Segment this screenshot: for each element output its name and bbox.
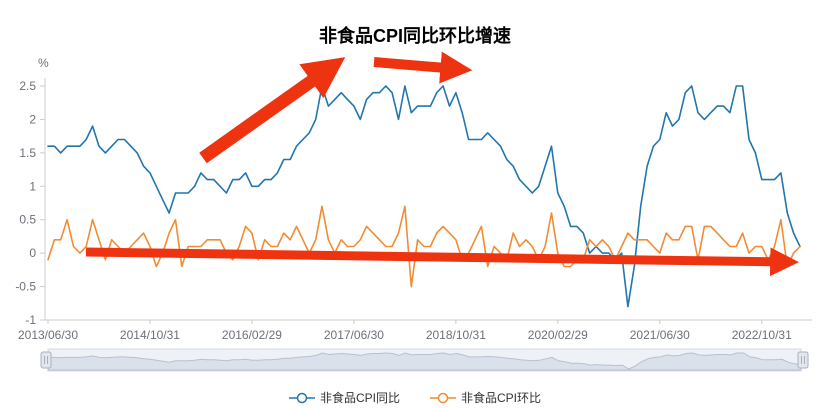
datazoom-slider[interactable]: [40, 348, 809, 372]
legend: 非食品CPI同比 非食品CPI环比: [0, 389, 830, 406]
chart-title: 非食品CPI同比环比增速: [318, 26, 511, 46]
x-axis-tick-label: 2021/06/30: [630, 328, 690, 342]
y-axis-tick-label: 2: [29, 112, 36, 126]
y-axis-tick-label: -1: [25, 313, 36, 327]
x-axis-tick-label: 2016/02/29: [222, 328, 282, 342]
line-series-icon: [430, 392, 456, 403]
annotation-arrow-right-icon: [373, 51, 473, 84]
annotation-arrow-up-icon: [199, 57, 346, 164]
x-axis-tick-label: 2014/10/31: [120, 328, 180, 342]
x-axis-tick-label: 2020/02/29: [528, 328, 588, 342]
legend-item-mom[interactable]: 非食品CPI环比: [430, 389, 541, 406]
legend-label-yoy: 非食品CPI同比: [319, 391, 400, 405]
x-axis-tick-label: 2017/06/30: [324, 328, 384, 342]
legend-item-yoy[interactable]: 非食品CPI同比: [288, 389, 400, 406]
legend-label-mom: 非食品CPI环比: [461, 391, 542, 405]
x-axis-tick-label: 2022/10/31: [732, 328, 792, 342]
y-axis-tick-label: -0.5: [15, 280, 36, 294]
series-line-1: [47, 205, 801, 288]
annotation-arrows: [85, 51, 799, 277]
y-axis-tick-label: 1.5: [19, 146, 36, 160]
series-line-0: [47, 85, 801, 308]
datazoom-handle-right[interactable]: [797, 351, 809, 369]
y-axis-tick-label: 0.5: [19, 213, 36, 227]
line-series-icon: [288, 392, 315, 403]
y-axis-tick-label: 2.5: [19, 79, 36, 93]
annotation-arrow-flat-icon: [85, 247, 799, 277]
y-axis-tick-label: 1: [29, 179, 36, 193]
datazoom-handle-left[interactable]: [40, 351, 52, 369]
x-axis-tick-label: 2013/06/30: [18, 328, 78, 342]
y-axis-unit-label: %: [38, 56, 49, 70]
y-axis-tick-label: 0: [29, 246, 36, 260]
datazoom-silhouette: [47, 352, 802, 371]
x-axis-tick-label: 2018/10/31: [426, 328, 486, 342]
